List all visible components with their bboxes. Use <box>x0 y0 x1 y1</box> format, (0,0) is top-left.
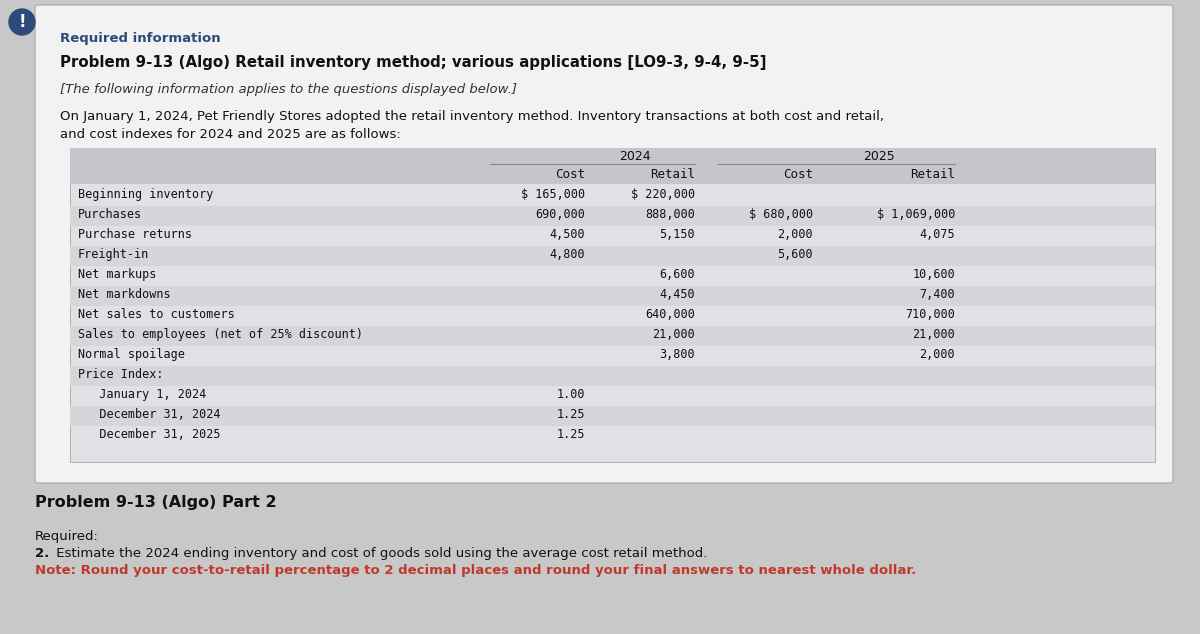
Bar <box>70 406 1154 426</box>
Text: Note: Round your cost-to-retail percentage to 2 decimal places and round your fi: Note: Round your cost-to-retail percenta… <box>35 564 917 577</box>
Text: Cost: Cost <box>554 168 586 181</box>
Text: 710,000: 710,000 <box>905 308 955 321</box>
Text: Cost: Cost <box>784 168 814 181</box>
Text: 1.00: 1.00 <box>557 388 586 401</box>
Text: 4,450: 4,450 <box>659 288 695 301</box>
Text: 4,800: 4,800 <box>550 248 586 261</box>
Text: $ 680,000: $ 680,000 <box>749 208 814 221</box>
Text: Purchases: Purchases <box>78 208 142 221</box>
Text: Retail: Retail <box>910 168 955 181</box>
Text: 2025: 2025 <box>863 150 895 163</box>
Text: 21,000: 21,000 <box>653 328 695 341</box>
Text: !: ! <box>18 13 26 31</box>
Text: Estimate the 2024 ending inventory and cost of goods sold using the average cost: Estimate the 2024 ending inventory and c… <box>52 547 707 560</box>
Bar <box>70 326 1154 346</box>
Text: 1.25: 1.25 <box>557 408 586 421</box>
Bar <box>70 366 1154 386</box>
Text: Net sales to customers: Net sales to customers <box>78 308 235 321</box>
Text: 3,800: 3,800 <box>659 348 695 361</box>
Text: 2.: 2. <box>35 547 49 560</box>
Text: Sales to employees (net of 25% discount): Sales to employees (net of 25% discount) <box>78 328 364 341</box>
Text: 10,600: 10,600 <box>912 268 955 281</box>
Text: Price Index:: Price Index: <box>78 368 163 381</box>
Text: 21,000: 21,000 <box>912 328 955 341</box>
Text: 640,000: 640,000 <box>646 308 695 321</box>
Text: $ 220,000: $ 220,000 <box>631 188 695 201</box>
Text: On January 1, 2024, Pet Friendly Stores adopted the retail inventory method. Inv: On January 1, 2024, Pet Friendly Stores … <box>60 110 884 123</box>
Text: 6,600: 6,600 <box>659 268 695 281</box>
Text: January 1, 2024: January 1, 2024 <box>78 388 206 401</box>
Text: Retail: Retail <box>650 168 695 181</box>
Text: $ 165,000: $ 165,000 <box>521 188 586 201</box>
Text: 7,400: 7,400 <box>919 288 955 301</box>
Text: Required information: Required information <box>60 32 221 45</box>
Circle shape <box>10 9 35 35</box>
Text: Freight-in: Freight-in <box>78 248 149 261</box>
Bar <box>70 148 1154 462</box>
Text: and cost indexes for 2024 and 2025 are as follows:: and cost indexes for 2024 and 2025 are a… <box>60 128 401 141</box>
Text: 5,150: 5,150 <box>659 228 695 241</box>
Text: Net markdowns: Net markdowns <box>78 288 170 301</box>
Text: December 31, 2024: December 31, 2024 <box>78 408 221 421</box>
Text: Normal spoilage: Normal spoilage <box>78 348 185 361</box>
Text: [The following information applies to the questions displayed below.]: [The following information applies to th… <box>60 83 517 96</box>
Text: 2024: 2024 <box>619 150 650 163</box>
Text: 1.25: 1.25 <box>557 428 586 441</box>
Bar <box>70 206 1154 226</box>
Text: 4,075: 4,075 <box>919 228 955 241</box>
Text: $ 1,069,000: $ 1,069,000 <box>877 208 955 221</box>
Bar <box>70 148 1154 184</box>
FancyBboxPatch shape <box>35 5 1174 483</box>
Text: December 31, 2025: December 31, 2025 <box>78 428 221 441</box>
Text: 2,000: 2,000 <box>778 228 814 241</box>
Text: 4,500: 4,500 <box>550 228 586 241</box>
Text: Required:: Required: <box>35 530 98 543</box>
Bar <box>70 246 1154 266</box>
Text: 888,000: 888,000 <box>646 208 695 221</box>
Text: 2,000: 2,000 <box>919 348 955 361</box>
Text: Problem 9-13 (Algo) Retail inventory method; various applications [LO9-3, 9-4, 9: Problem 9-13 (Algo) Retail inventory met… <box>60 55 767 70</box>
Text: Beginning inventory: Beginning inventory <box>78 188 214 201</box>
Text: 690,000: 690,000 <box>535 208 586 221</box>
Text: 5,600: 5,600 <box>778 248 814 261</box>
Text: Purchase returns: Purchase returns <box>78 228 192 241</box>
Bar <box>70 286 1154 306</box>
Text: Problem 9-13 (Algo) Part 2: Problem 9-13 (Algo) Part 2 <box>35 495 277 510</box>
Text: Net markups: Net markups <box>78 268 156 281</box>
